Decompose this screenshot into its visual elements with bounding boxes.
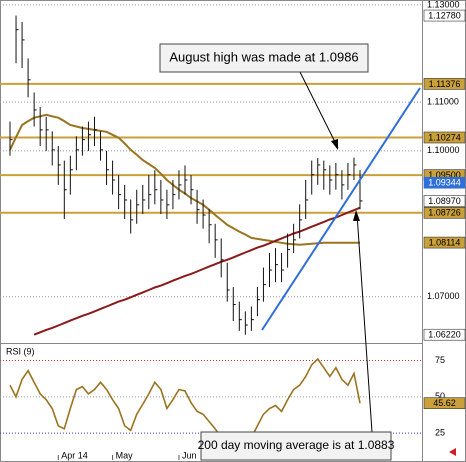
price-flag-label: 1.08726	[428, 208, 461, 218]
price-flag	[423, 236, 466, 249]
price-flag-label: 1.08114	[429, 237, 461, 247]
price-flag-label: 1.06220	[428, 330, 461, 340]
trendline	[261, 87, 421, 331]
moving-average	[33, 206, 361, 336]
arrow-head	[353, 210, 360, 221]
x-tick-label: Jun	[182, 450, 197, 460]
callout-arrow	[356, 213, 373, 433]
price-flag	[423, 328, 466, 341]
price-flag-label: 1.12780	[428, 10, 461, 20]
callout-ma: 200 day moving average is at 1.0883	[198, 210, 395, 461]
rsi-line	[9, 357, 361, 449]
y-tick-label: 1.10000	[427, 145, 460, 155]
x-tick-label: Apr 14	[61, 450, 88, 460]
price-flag-label: 1.10274	[428, 132, 461, 142]
y-tick-label: 1.13000	[427, 0, 460, 9]
scroll-arrow	[449, 448, 456, 456]
callout-text: 200 day moving average is at 1.0883	[198, 438, 395, 452]
y-tick-label: 50	[435, 391, 445, 401]
price-flag-label: 1.11376	[429, 79, 461, 89]
rsi-title: RSI (9)	[6, 346, 35, 356]
y-tick-label: 1.07000	[427, 291, 460, 301]
price-flag-label: 1.09500	[428, 170, 461, 180]
rsi-flag-label: 45.62	[433, 398, 456, 408]
y-tick-label: 1.11000	[427, 97, 459, 107]
callout-box	[159, 43, 369, 73]
price-flag	[423, 195, 466, 207]
y-tick-label: 25	[435, 428, 445, 438]
callout-text: August high was made at 1.0986	[169, 49, 358, 64]
price-flag	[423, 176, 466, 189]
arrow-head	[331, 139, 338, 150]
price-flag-label: 1.09344	[428, 178, 461, 188]
price-flag	[423, 131, 466, 144]
price-flag	[423, 9, 466, 22]
price-flag	[423, 207, 466, 219]
price-flag-label: 1.08970	[428, 196, 461, 206]
y-tick-label: 75	[435, 355, 445, 365]
rsi-flag	[423, 397, 466, 409]
callout-arrow	[299, 71, 339, 149]
callout-high: August high was made at 1.0986	[159, 43, 369, 150]
price-flag	[423, 78, 466, 90]
x-tick-label: May	[116, 450, 134, 460]
callout-box	[200, 431, 392, 461]
